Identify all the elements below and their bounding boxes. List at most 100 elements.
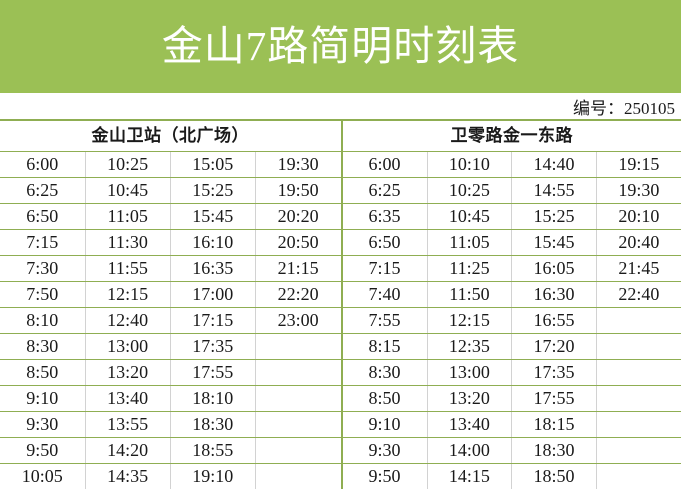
departure-time-cell: 11:25 — [427, 255, 513, 282]
empty-cell — [596, 411, 681, 438]
table-row: 9:50 14:20 18:55 — [0, 437, 341, 464]
departure-time-cell: 9:50 — [0, 437, 86, 464]
departure-time-cell: 14:20 — [85, 437, 171, 464]
departure-time-cell: 12:40 — [85, 307, 171, 334]
table-row: 7:50 12:15 17:00 22:20 — [0, 281, 341, 308]
table-row: 7:55 12:15 16:55 — [342, 307, 681, 334]
departure-time-cell: 7:15 — [0, 229, 86, 256]
departure-time-cell: 6:25 — [0, 177, 86, 204]
departure-time-cell: 10:25 — [85, 151, 171, 178]
table-row: 10:05 14:35 19:10 — [0, 463, 341, 490]
table-row: 7:15 11:30 16:10 20:50 — [0, 229, 341, 256]
departure-time-cell: 16:30 — [511, 281, 597, 308]
table-row: 9:30 14:00 18:30 — [342, 437, 681, 464]
departure-time-cell: 19:50 — [255, 177, 341, 204]
departure-time-cell: 8:15 — [342, 333, 428, 360]
table-row: 6:35 10:45 15:25 20:10 — [342, 203, 681, 230]
departure-time-cell: 13:20 — [427, 385, 513, 412]
table-row: 9:10 13:40 18:10 — [0, 385, 341, 412]
departure-time-cell: 17:20 — [511, 333, 597, 360]
table-row: 6:00 10:10 14:40 19:15 — [342, 151, 681, 178]
departure-time-cell: 16:05 — [511, 255, 597, 282]
departure-time-cell: 8:30 — [342, 359, 428, 386]
table-row: 8:10 12:40 17:15 23:00 — [0, 307, 341, 334]
departure-time-cell: 21:15 — [255, 255, 341, 282]
departure-time-cell: 6:50 — [0, 203, 86, 230]
departure-time-cell: 14:35 — [85, 463, 171, 489]
table-row: 8:50 13:20 17:55 — [0, 359, 341, 386]
departure-time-cell: 9:30 — [0, 411, 86, 438]
departure-time-cell: 20:20 — [255, 203, 341, 230]
empty-cell — [596, 307, 681, 334]
table-row: 6:50 11:05 15:45 20:20 — [0, 203, 341, 230]
empty-cell — [255, 333, 341, 360]
table-row: 6:25 10:25 14:55 19:30 — [342, 177, 681, 204]
departure-time-cell: 22:40 — [596, 281, 681, 308]
departure-time-cell: 18:55 — [170, 437, 256, 464]
serial-number-row: 编号：250105 — [0, 93, 681, 121]
empty-cell — [255, 385, 341, 412]
table-row: 7:15 11:25 16:05 21:45 — [342, 255, 681, 282]
departure-time-cell: 15:25 — [170, 177, 256, 204]
departure-time-cell: 11:05 — [427, 229, 513, 256]
departure-time-cell: 7:55 — [342, 307, 428, 334]
station-header-return: 卫零路金一东路 — [342, 121, 681, 152]
departure-time-cell: 19:15 — [596, 151, 681, 178]
departure-time-cell: 8:10 — [0, 307, 86, 334]
departure-time-cell: 14:15 — [427, 463, 513, 489]
table-row: 9:30 13:55 18:30 — [0, 411, 341, 438]
departure-time-cell: 14:55 — [511, 177, 597, 204]
departure-time-cell: 10:10 — [427, 151, 513, 178]
table-row: 9:10 13:40 18:15 — [342, 411, 681, 438]
departure-time-cell: 10:45 — [85, 177, 171, 204]
timetable-block-return: 卫零路金一东路 6:00 10:10 14:40 19:15 6:25 10:25 14:5… — [340, 121, 681, 489]
empty-cell — [596, 359, 681, 386]
departure-time-cell: 6:35 — [342, 203, 428, 230]
timetable-table-departure: 金山卫站（北广场） 6:00 10:25 15:05 19:30 6:25 10:45 15… — [0, 121, 341, 489]
departure-time-cell: 7:30 — [0, 255, 86, 282]
departure-time-cell: 11:50 — [427, 281, 513, 308]
departure-time-cell: 6:50 — [342, 229, 428, 256]
timetable-table-return: 卫零路金一东路 6:00 10:10 14:40 19:15 6:25 10:25 14:5… — [342, 121, 681, 489]
departure-time-cell: 11:55 — [85, 255, 171, 282]
departure-time-cell: 17:55 — [511, 385, 597, 412]
departure-time-cell: 13:55 — [85, 411, 171, 438]
timetable-body-return: 6:00 10:10 14:40 19:15 6:25 10:25 14:55 19:30 6:… — [342, 151, 681, 489]
empty-cell — [255, 411, 341, 438]
departure-time-cell: 17:35 — [170, 333, 256, 360]
timetable-columns: 金山卫站（北广场） 6:00 10:25 15:05 19:30 6:25 10:45 15… — [0, 121, 681, 489]
table-row: 6:50 11:05 15:45 20:40 — [342, 229, 681, 256]
departure-time-cell: 19:30 — [255, 151, 341, 178]
departure-time-cell: 18:10 — [170, 385, 256, 412]
departure-time-cell: 10:25 — [427, 177, 513, 204]
departure-time-cell: 9:10 — [0, 385, 86, 412]
departure-time-cell: 17:55 — [170, 359, 256, 386]
departure-time-cell: 7:40 — [342, 281, 428, 308]
departure-time-cell: 13:20 — [85, 359, 171, 386]
table-header-row: 卫零路金一东路 — [342, 121, 681, 152]
table-row: 6:25 10:45 15:25 19:50 — [0, 177, 341, 204]
departure-time-cell: 15:45 — [170, 203, 256, 230]
table-row: 7:30 11:55 16:35 21:15 — [0, 255, 341, 282]
table-row: 6:00 10:25 15:05 19:30 — [0, 151, 341, 178]
departure-time-cell: 16:35 — [170, 255, 256, 282]
empty-cell — [596, 437, 681, 464]
table-row: 7:40 11:50 16:30 22:40 — [342, 281, 681, 308]
departure-time-cell: 18:30 — [170, 411, 256, 438]
departure-time-cell: 13:00 — [85, 333, 171, 360]
departure-time-cell: 15:05 — [170, 151, 256, 178]
departure-time-cell: 23:00 — [255, 307, 341, 334]
empty-cell — [255, 437, 341, 464]
timetable-body-departure: 6:00 10:25 15:05 19:30 6:25 10:45 15:25 19:50 6:… — [0, 151, 341, 490]
departure-time-cell: 20:10 — [596, 203, 681, 230]
departure-time-cell: 20:50 — [255, 229, 341, 256]
empty-cell — [596, 385, 681, 412]
timetable-block-departure: 金山卫站（北广场） 6:00 10:25 15:05 19:30 6:25 10:45 15… — [0, 121, 341, 489]
departure-time-cell: 6:00 — [342, 151, 428, 178]
departure-time-cell: 13:40 — [427, 411, 513, 438]
departure-time-cell: 20:40 — [596, 229, 681, 256]
page-title: 金山7路简明时刻表 — [161, 23, 520, 69]
departure-time-cell: 18:15 — [511, 411, 597, 438]
empty-cell — [255, 464, 340, 490]
